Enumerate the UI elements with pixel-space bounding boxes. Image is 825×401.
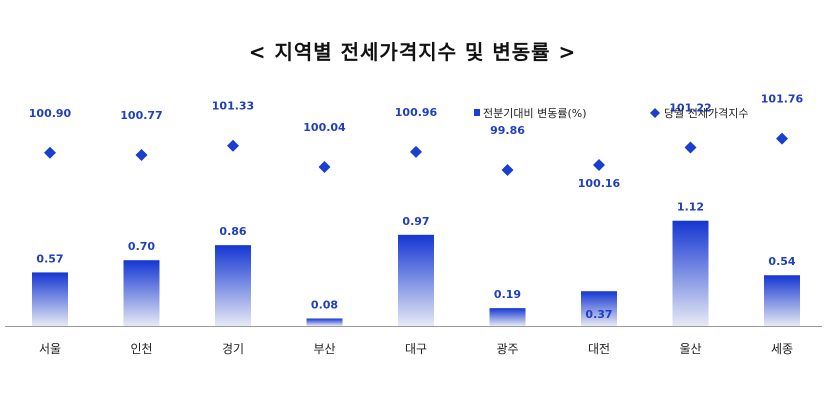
index-value-label: 101.33 [212, 100, 254, 113]
category-label: 울산 [679, 342, 701, 356]
category-label: 부산 [313, 342, 335, 356]
bar [123, 260, 160, 326]
index-point [410, 145, 422, 158]
bar [398, 234, 434, 326]
category-label: 세종 [771, 342, 793, 356]
category-label: 인천 [130, 341, 152, 356]
legend-bar-label: 전분기대비 변동률(%) [483, 107, 587, 120]
bar [581, 291, 617, 326]
bar-value-label: 0.57 [36, 252, 63, 265]
legend-bar-swatch [474, 109, 480, 116]
category-label: 대구 [405, 342, 427, 356]
index-point [227, 139, 239, 152]
bar-value-label: 0.86 [219, 225, 246, 238]
bar [672, 220, 709, 326]
bar-value-label: 0.37 [585, 308, 612, 321]
category-label: 대전 [588, 342, 610, 356]
legend-index-label: 당월 전세가격지수 [664, 107, 748, 120]
bar [215, 245, 251, 326]
bar-value-label: 1.12 [677, 201, 704, 214]
index-value-label: 99.86 [490, 124, 525, 137]
bar-value-label: 0.54 [768, 255, 795, 268]
bar-value-label: 0.19 [494, 288, 521, 301]
category-label: 광주 [496, 342, 518, 356]
index-point [318, 161, 331, 173]
legend-index-swatch [650, 108, 660, 118]
index-point [593, 159, 605, 172]
index-point [44, 146, 56, 159]
index-value-label: 100.16 [578, 177, 621, 190]
index-value-label: 100.04 [303, 121, 346, 134]
bar [306, 318, 343, 326]
index-point [684, 141, 697, 154]
bar [32, 272, 68, 326]
index-value-label: 101.22 [669, 102, 711, 115]
category-label: 서울 [39, 342, 61, 356]
bar-value-label: 0.08 [311, 298, 338, 311]
index-point [776, 132, 788, 145]
index-value-label: 100.90 [29, 107, 72, 120]
index-point [135, 148, 148, 161]
index-value-label: 100.77 [120, 109, 162, 122]
bar [764, 275, 800, 326]
index-value-label: 100.96 [395, 106, 438, 119]
index-point [501, 163, 514, 176]
category-label: 경기 [222, 342, 244, 356]
bar-value-label: 0.97 [402, 215, 429, 228]
bar-value-label: 0.70 [128, 240, 155, 253]
index-value-label: 101.76 [761, 93, 804, 106]
chart-title: < 지역별 전세가격지수 및 변동률 > [248, 40, 577, 64]
bar [489, 308, 526, 326]
